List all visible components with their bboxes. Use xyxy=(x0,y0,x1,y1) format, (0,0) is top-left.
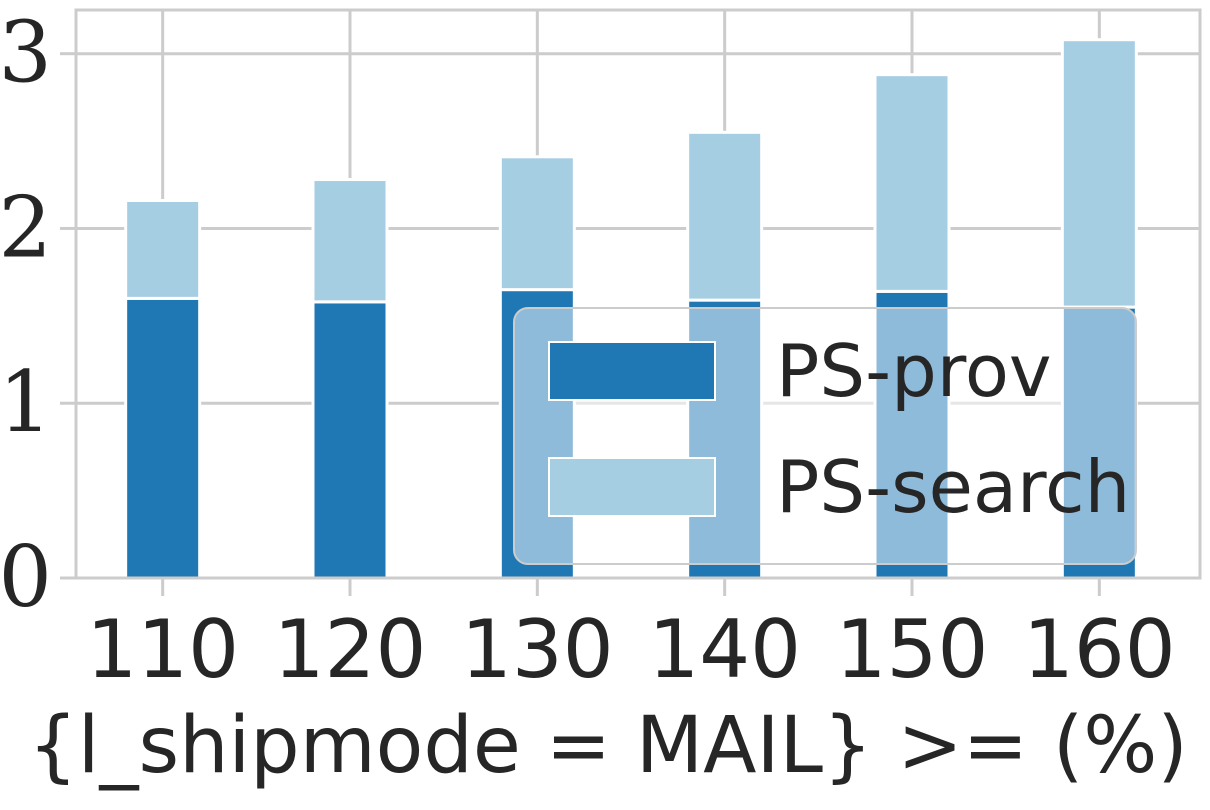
x-tick-label: 130 xyxy=(461,603,614,696)
x-tick-label: 110 xyxy=(86,603,239,696)
tick-marks xyxy=(60,52,1101,596)
x-tick-label: 160 xyxy=(1023,603,1176,696)
legend: PS-prov PS-search xyxy=(513,307,1137,565)
y-tick-label: 2 xyxy=(0,178,52,276)
legend-swatch-ps-prov xyxy=(548,341,716,401)
legend-swatch-ps-search xyxy=(548,457,716,517)
bar-ps-prov-110 xyxy=(124,296,202,580)
x-axis-label: {l_shipmode = MAIL} >= (%) xyxy=(28,701,1188,791)
legend-label-ps-prov: PS-prov xyxy=(776,329,1051,413)
plot-frame xyxy=(74,8,1202,580)
bar-ps-search-110 xyxy=(124,198,202,300)
legend-label-ps-search: PS-search xyxy=(776,445,1130,529)
x-tick-labels: 110 120 130 140 150 160 xyxy=(86,603,1175,696)
y-tick-labels: 0 1 2 3 xyxy=(0,4,52,626)
bar-ps-prov-120 xyxy=(311,300,389,580)
bar-ps-search-160 xyxy=(1060,38,1138,309)
bar-ps-search-120 xyxy=(311,178,389,304)
bar-ps-search-150 xyxy=(873,73,951,293)
x-tick-label: 140 xyxy=(648,603,801,696)
bar-ps-search-140 xyxy=(686,130,764,302)
x-tick-label: 150 xyxy=(836,603,989,696)
y-tick-label: 3 xyxy=(0,4,52,102)
x-tick-label: 120 xyxy=(274,603,427,696)
bar-ps-search-130 xyxy=(498,155,576,292)
y-tick-label: 0 xyxy=(0,528,52,626)
y-tick-label: 1 xyxy=(0,353,52,451)
